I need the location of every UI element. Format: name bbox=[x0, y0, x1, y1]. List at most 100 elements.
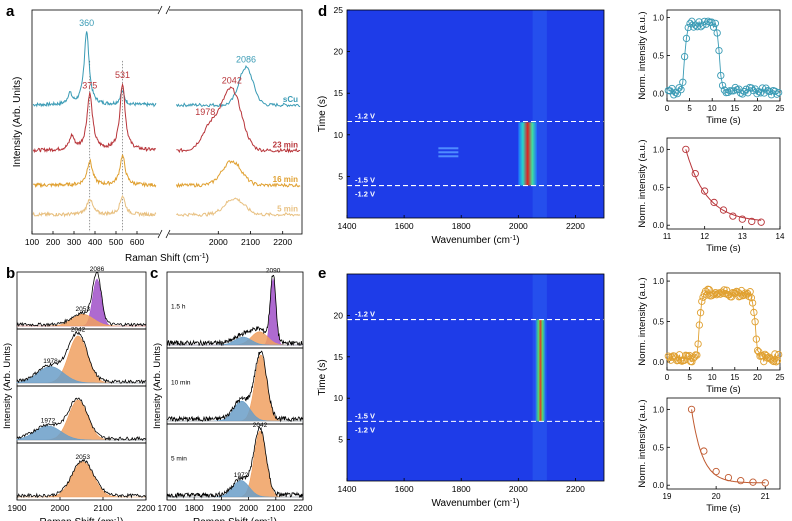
data-point bbox=[760, 89, 768, 97]
potential-label: -1.2 V bbox=[355, 190, 375, 199]
data-point bbox=[718, 81, 727, 90]
spectrum-line bbox=[167, 274, 304, 347]
x-axis-label: Time (s) bbox=[706, 384, 740, 395]
subpanel-frame bbox=[16, 442, 147, 501]
spectrum-line bbox=[166, 350, 304, 423]
axis-break-mark bbox=[157, 229, 163, 239]
panel-letter-d: d bbox=[318, 3, 327, 20]
series-line bbox=[32, 31, 157, 108]
data-point bbox=[749, 478, 757, 486]
y-axis-label: Intensity (Arb. Units) bbox=[152, 343, 163, 429]
x-tick-label: 0 bbox=[665, 104, 670, 113]
y-axis-label: Intensity (Arb. Units) bbox=[2, 343, 13, 429]
fit-component bbox=[167, 277, 303, 346]
data-point bbox=[751, 85, 759, 93]
x-tick-label: 11 bbox=[663, 232, 672, 241]
x-tick-label: 2000 bbox=[239, 503, 258, 513]
y-tick-label: 0.5 bbox=[653, 183, 665, 192]
data-point bbox=[773, 90, 781, 98]
subpanel-frame bbox=[166, 423, 304, 501]
y-tick-label: 15 bbox=[334, 352, 344, 362]
series-line bbox=[176, 86, 301, 154]
data-point bbox=[714, 290, 722, 298]
y-tick-label: 0.0 bbox=[653, 89, 665, 98]
data-point bbox=[698, 297, 706, 305]
data-point bbox=[684, 23, 692, 32]
data-point bbox=[748, 299, 757, 307]
data-point bbox=[720, 286, 728, 294]
data-point bbox=[670, 91, 678, 99]
y-tick-label: 0.0 bbox=[653, 221, 665, 230]
y-axis-label: Intensity (Arb. Units) bbox=[12, 77, 23, 168]
x-tick-label: 1600 bbox=[395, 221, 414, 231]
data-point bbox=[753, 90, 761, 98]
x-axis-label: Raman Shift (cm-1) bbox=[39, 517, 123, 521]
axes-frame bbox=[31, 9, 303, 235]
x-axis-label: Time (s) bbox=[706, 243, 740, 254]
data-point bbox=[717, 71, 725, 80]
fit-component bbox=[167, 400, 303, 422]
panel-d-bottom-trace: 11 12 13 14 0.0 0.5 1.0 Time (s) Norm. intensity… bbox=[637, 137, 785, 254]
series-name: 16 min bbox=[273, 175, 298, 184]
x-tick-label: 15 bbox=[730, 373, 739, 382]
fit-line bbox=[691, 409, 766, 484]
data-point bbox=[691, 169, 699, 178]
x-tick-label: 2200 bbox=[137, 503, 156, 513]
y-axis-label: Time (s) bbox=[317, 359, 328, 395]
peak-label: 1972 bbox=[41, 418, 56, 425]
y-tick-label: 10 bbox=[334, 130, 344, 140]
axis-break-gap bbox=[159, 230, 169, 238]
axis-break-mark bbox=[157, 5, 163, 15]
x-tick-label: 21 bbox=[761, 492, 770, 501]
data-point bbox=[751, 318, 759, 326]
data-point bbox=[756, 89, 765, 97]
subpanel-label: 1.5 h bbox=[171, 304, 186, 311]
series-line bbox=[32, 154, 157, 189]
x-tick-label: 12 bbox=[700, 232, 709, 241]
data-point bbox=[771, 350, 779, 358]
y-tick-label: 0.5 bbox=[653, 52, 665, 61]
peak-label: 1972 bbox=[234, 472, 249, 479]
data-point bbox=[774, 88, 783, 97]
data-point bbox=[722, 286, 731, 294]
data-point bbox=[690, 23, 698, 31]
spectrum-line bbox=[16, 458, 147, 499]
panel-letter-b: b bbox=[6, 265, 15, 282]
data-point bbox=[750, 308, 758, 317]
data-point bbox=[710, 198, 718, 207]
x-axis-label: Raman Shift (cm-1) bbox=[193, 517, 277, 521]
data-point bbox=[770, 357, 778, 366]
heatmap-side-band bbox=[438, 147, 459, 150]
peak-label: 1978 bbox=[43, 358, 58, 365]
series-name: sCu bbox=[283, 95, 298, 104]
series-name: 23 min bbox=[273, 140, 298, 149]
data-point bbox=[747, 84, 756, 92]
data-point bbox=[679, 78, 687, 86]
data-point bbox=[699, 21, 707, 29]
x-tick-label: 2100 bbox=[266, 503, 285, 513]
panel-letter-e: e bbox=[318, 265, 326, 282]
data-point bbox=[731, 83, 739, 92]
x-tick-label: 15 bbox=[730, 104, 739, 113]
panel-c: 1.5 h 2090 10 min 5 min 1972 2042 1700 1800 1900… bbox=[152, 268, 313, 521]
x-tick-label: 300 bbox=[67, 237, 81, 247]
series-line bbox=[175, 65, 301, 108]
y-tick-label: 1.0 bbox=[653, 14, 665, 23]
y-tick-label: 1.0 bbox=[653, 405, 665, 414]
y-tick-label: 15 bbox=[334, 88, 344, 98]
y-axis-label: Time (s) bbox=[317, 96, 328, 132]
axes-frame bbox=[346, 9, 605, 219]
data-point bbox=[711, 19, 720, 28]
panel-e: -1.2 V -1.5 V -1.2 V 1400 1600 1800 2000 2200 5 1… bbox=[317, 273, 605, 509]
peak-label: 2042 bbox=[222, 75, 242, 85]
data-point bbox=[712, 467, 720, 476]
x-tick-label: 1700 bbox=[158, 503, 177, 513]
data-point bbox=[719, 206, 728, 214]
data-point bbox=[738, 90, 747, 98]
x-tick-label: 2000 bbox=[209, 237, 228, 247]
x-tick-label: 2200 bbox=[294, 503, 313, 513]
x-axis-label: Wavenumber (cm-1) bbox=[431, 235, 519, 247]
data-point bbox=[700, 447, 708, 455]
y-tick-label: 1.0 bbox=[653, 145, 665, 154]
x-tick-label: 1600 bbox=[395, 484, 414, 494]
